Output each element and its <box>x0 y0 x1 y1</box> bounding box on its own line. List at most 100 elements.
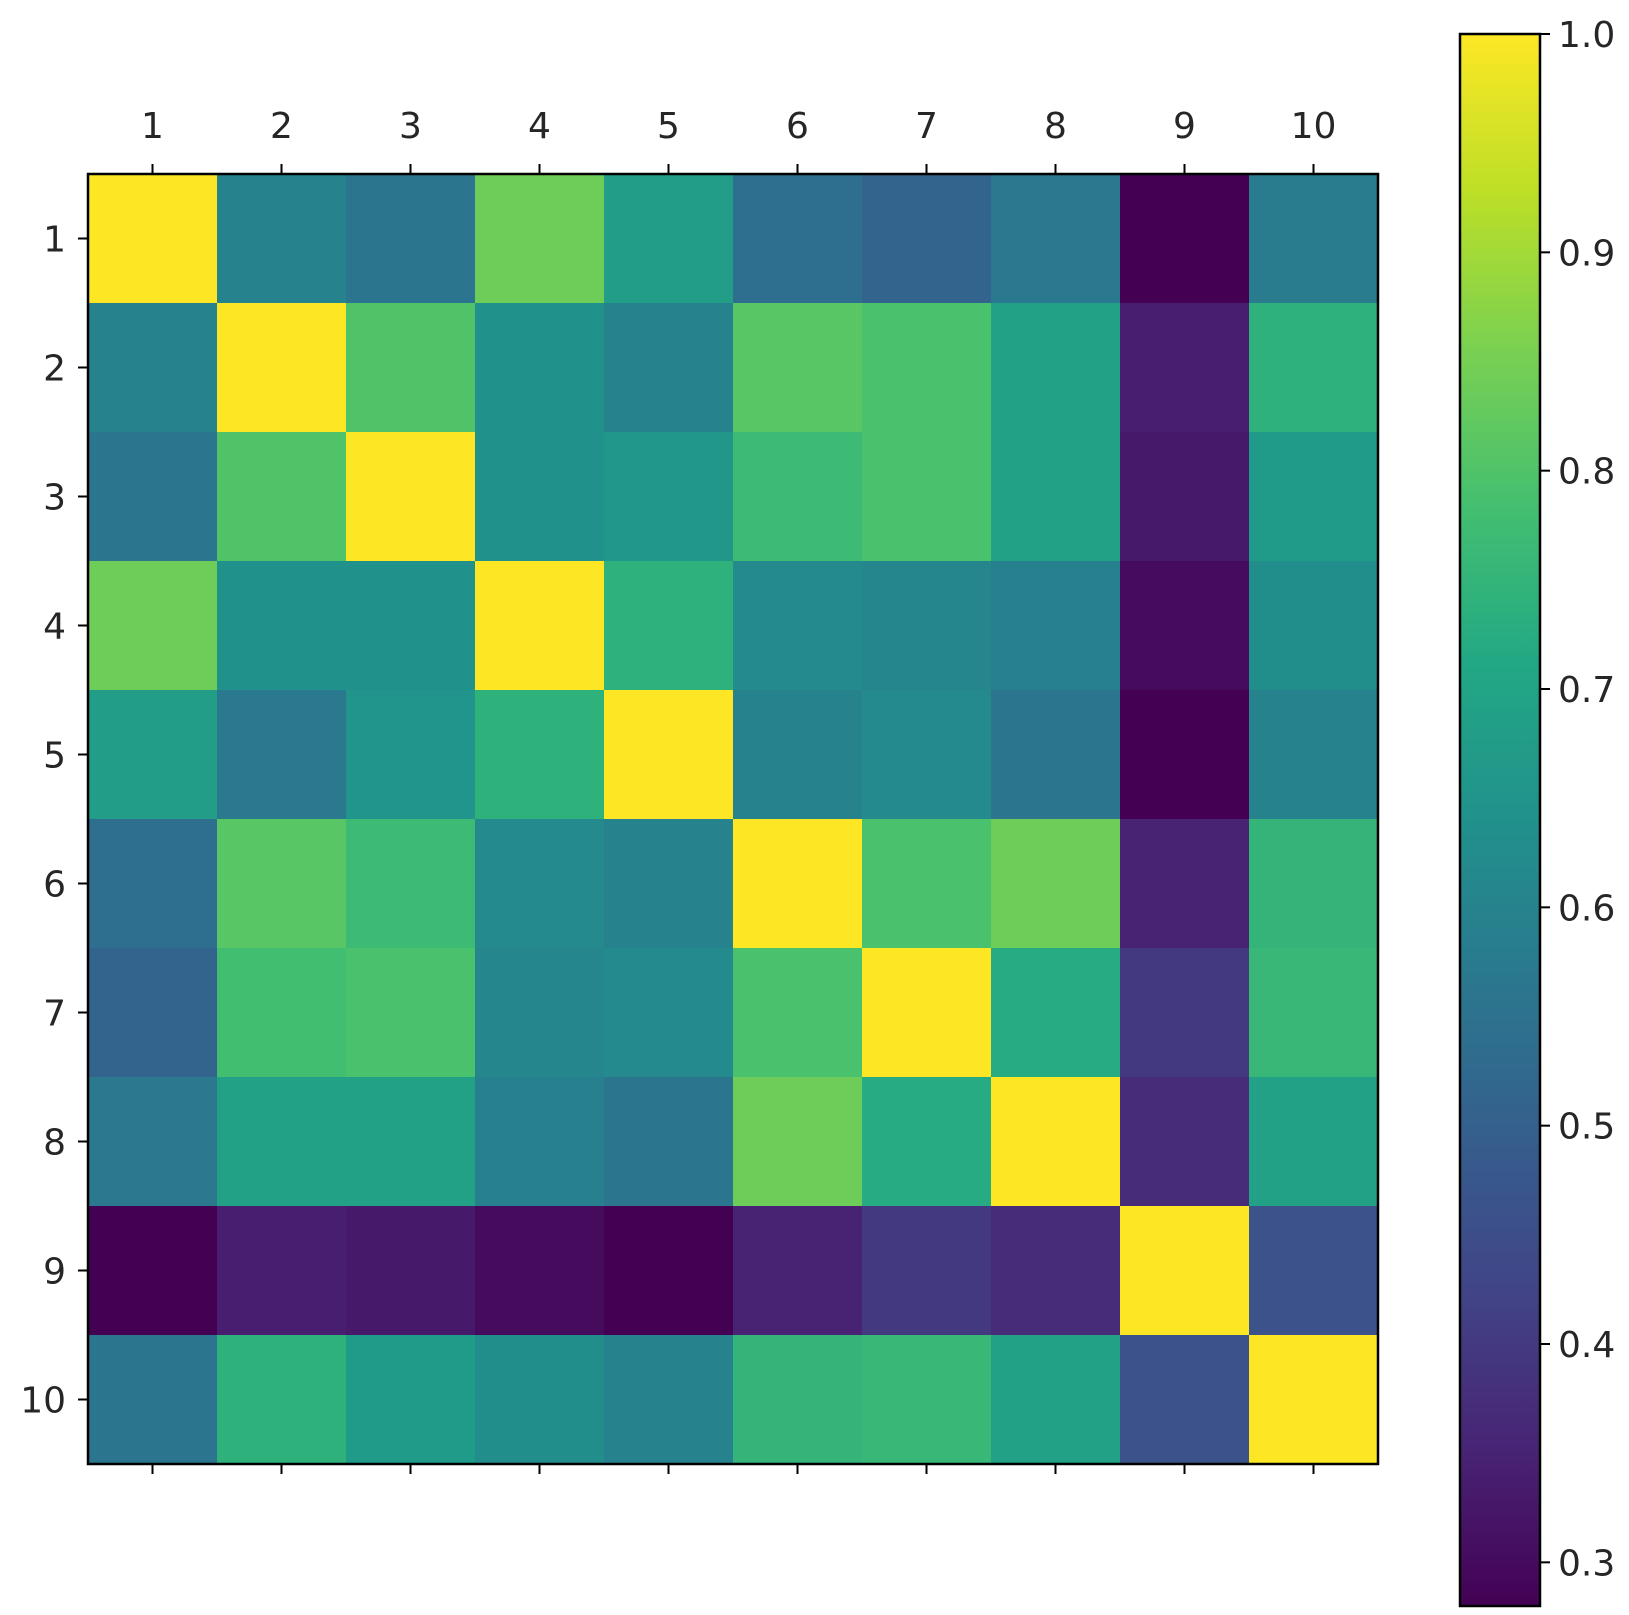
heatmap-cell-r2-c5 <box>604 303 734 433</box>
heatmap-cell-r10-c3 <box>346 1335 476 1465</box>
heatmap-cell-r8-c8 <box>991 1077 1121 1207</box>
heatmap-cell-r5-c10 <box>1249 690 1379 820</box>
y-tick-label: 6 <box>43 865 66 906</box>
heatmap-cell-r10-c6 <box>733 1335 863 1465</box>
heatmap-cell-r1-c7 <box>862 174 992 304</box>
heatmap-cell-r6-c1 <box>88 819 218 949</box>
y-tick-label: 3 <box>43 478 66 519</box>
heatmap-cell-r2-c3 <box>346 303 476 433</box>
heatmap-cell-r2-c7 <box>862 303 992 433</box>
heatmap-cell-r6-c5 <box>604 819 734 949</box>
x-tick-label: 6 <box>786 106 809 147</box>
heatmap-cell-r4-c3 <box>346 561 476 691</box>
x-tick-label: 8 <box>1044 106 1067 147</box>
heatmap-cell-r8-c2 <box>217 1077 347 1207</box>
heatmap-cell-r6-c6 <box>733 819 863 949</box>
x-tick-label: 2 <box>270 106 293 147</box>
heatmap-cell-r1-c4 <box>475 174 605 304</box>
x-tick-label: 9 <box>1173 106 1196 147</box>
heatmap-cell-r3-c3 <box>346 432 476 562</box>
heatmap-cell-r10-c4 <box>475 1335 605 1465</box>
x-tick-label: 4 <box>528 106 551 147</box>
colorbar-tick-label: 0.7 <box>1558 670 1615 711</box>
heatmap-cell-r7-c7 <box>862 948 992 1078</box>
heatmap-cell-r8-c10 <box>1249 1077 1379 1207</box>
y-tick-label: 10 <box>20 1381 66 1422</box>
heatmap-cell-r1-c5 <box>604 174 734 304</box>
heatmap-cell-r9-c3 <box>346 1206 476 1336</box>
heatmap-cells <box>88 174 1379 1465</box>
heatmap-cell-r4-c2 <box>217 561 347 691</box>
heatmap-cell-r3-c5 <box>604 432 734 562</box>
heatmap-cell-r9-c8 <box>991 1206 1121 1336</box>
heatmap-cell-r8-c4 <box>475 1077 605 1207</box>
heatmap-cell-r10-c10 <box>1249 1335 1379 1465</box>
heatmap-cell-r5-c6 <box>733 690 863 820</box>
x-tick-label: 7 <box>915 106 938 147</box>
colorbar-tick-label: 0.5 <box>1558 1107 1615 1148</box>
heatmap-cell-r3-c2 <box>217 432 347 562</box>
heatmap-cell-r3-c6 <box>733 432 863 562</box>
heatmap-cell-r10-c2 <box>217 1335 347 1465</box>
heatmap-cell-r1-c3 <box>346 174 476 304</box>
colorbar <box>1458 32 1542 1608</box>
colorbar-tick-label: 0.8 <box>1558 452 1615 493</box>
heatmap-cell-r4-c5 <box>604 561 734 691</box>
heatmap-cell-r4-c4 <box>475 561 605 691</box>
y-tick-label: 1 <box>43 220 66 261</box>
heatmap-cell-r3-c9 <box>1120 432 1250 562</box>
heatmap-cell-r6-c2 <box>217 819 347 949</box>
heatmap-cell-r8-c6 <box>733 1077 863 1207</box>
heatmap-cell-r5-c5 <box>604 690 734 820</box>
heatmap-cell-r7-c3 <box>346 948 476 1078</box>
heatmap-cell-r9-c4 <box>475 1206 605 1336</box>
heatmap-cell-r1-c9 <box>1120 174 1250 304</box>
heatmap-cell-r7-c2 <box>217 948 347 1078</box>
plot-frame <box>86 172 1380 1466</box>
y-tick-label: 4 <box>43 607 66 648</box>
heatmap-cell-r6-c10 <box>1249 819 1379 949</box>
heatmap-cell-r4-c6 <box>733 561 863 691</box>
heatmap-cell-r9-c9 <box>1120 1206 1250 1336</box>
heatmap-cell-r5-c7 <box>862 690 992 820</box>
x-axis-ticks: 1 2 3 4 5 6 7 8 9 10 <box>141 106 1336 1474</box>
heatmap-cell-r4-c9 <box>1120 561 1250 691</box>
heatmap-cell-r1-c2 <box>217 174 347 304</box>
heatmap-cell-r5-c2 <box>217 690 347 820</box>
heatmap-cell-r2-c1 <box>88 303 218 433</box>
heatmap-cell-r6-c3 <box>346 819 476 949</box>
heatmap-cell-r10-c9 <box>1120 1335 1250 1465</box>
heatmap-cell-r5-c4 <box>475 690 605 820</box>
y-axis-ticks: 1 2 3 4 5 6 7 8 9 10 <box>20 220 88 1422</box>
colorbar-tick-label: 0.9 <box>1558 233 1615 274</box>
heatmap-cell-r9-c6 <box>733 1206 863 1336</box>
heatmap-cell-r6-c7 <box>862 819 992 949</box>
heatmap-cell-r3-c10 <box>1249 432 1379 562</box>
heatmap-cell-r10-c5 <box>604 1335 734 1465</box>
y-tick-label: 9 <box>43 1252 66 1293</box>
colorbar-ticks: 0.3 0.4 0.5 0.6 0.7 0.8 0.9 1.0 <box>1540 15 1615 1584</box>
x-tick-label: 5 <box>657 106 680 147</box>
heatmap-cell-r4-c8 <box>991 561 1121 691</box>
heatmap-cell-r3-c4 <box>475 432 605 562</box>
heatmap-cell-r4-c7 <box>862 561 992 691</box>
heatmap-cell-r7-c8 <box>991 948 1121 1078</box>
colorbar-tick-label: 0.4 <box>1558 1325 1615 1366</box>
heatmap-cell-r2-c2 <box>217 303 347 433</box>
heatmap-cell-r7-c10 <box>1249 948 1379 1078</box>
heatmap-cell-r4-c10 <box>1249 561 1379 691</box>
heatmap-cell-r9-c10 <box>1249 1206 1379 1336</box>
heatmap-cell-r8-c5 <box>604 1077 734 1207</box>
heatmap-cell-r5-c1 <box>88 690 218 820</box>
y-tick-label: 5 <box>43 736 66 777</box>
heatmap-cell-r9-c2 <box>217 1206 347 1336</box>
heatmap-cell-r1-c1 <box>88 174 218 304</box>
heatmap-cell-r9-c7 <box>862 1206 992 1336</box>
heatmap-cell-r3-c7 <box>862 432 992 562</box>
heatmap-cell-r1-c10 <box>1249 174 1379 304</box>
heatmap-cell-r9-c5 <box>604 1206 734 1336</box>
heatmap-cell-r1-c6 <box>733 174 863 304</box>
heatmap-cell-r3-c1 <box>88 432 218 562</box>
y-tick-label: 2 <box>43 349 66 390</box>
